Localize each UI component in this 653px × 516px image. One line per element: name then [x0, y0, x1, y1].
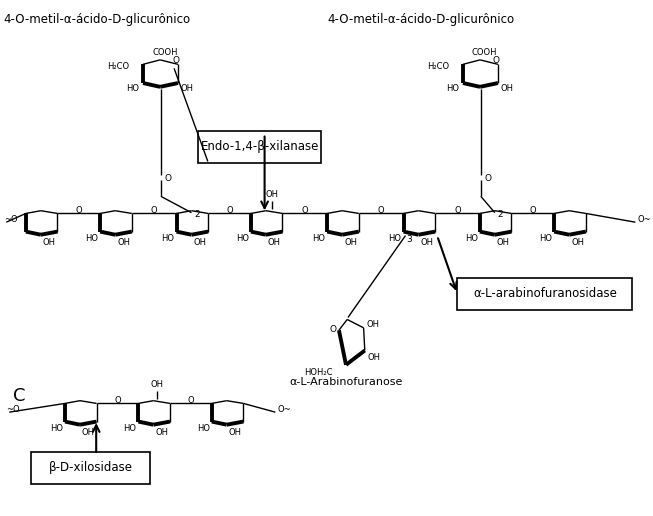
Text: 4-O-metil-α-ácido-D-glicurônico: 4-O-metil-α-ácido-D-glicurônico: [327, 13, 515, 26]
Text: O: O: [172, 56, 180, 65]
Text: OH: OH: [151, 380, 164, 389]
Text: 3: 3: [406, 235, 412, 244]
Text: HO: HO: [465, 234, 478, 243]
FancyBboxPatch shape: [198, 131, 321, 163]
Text: OH: OH: [193, 238, 206, 247]
Text: COOH: COOH: [472, 49, 498, 57]
FancyBboxPatch shape: [31, 452, 150, 484]
Text: OH: OH: [501, 84, 514, 92]
FancyBboxPatch shape: [457, 278, 633, 310]
Text: Endo-1,4-β-xilanase: Endo-1,4-β-xilanase: [200, 140, 319, 153]
Text: HO: HO: [446, 85, 459, 93]
Text: OH: OH: [117, 238, 130, 247]
Text: HOH₂C: HOH₂C: [304, 368, 332, 377]
Text: ~O: ~O: [7, 405, 20, 414]
Text: OH: OH: [181, 84, 194, 92]
Text: HO: HO: [389, 234, 402, 243]
Text: OH: OH: [265, 190, 278, 199]
Text: H₂CO: H₂CO: [107, 62, 129, 71]
Text: HO: HO: [126, 85, 139, 93]
Text: O: O: [329, 325, 336, 334]
Text: OH: OH: [268, 238, 281, 247]
Text: O: O: [151, 206, 157, 215]
Text: OH: OH: [368, 353, 381, 362]
Text: HO: HO: [50, 424, 63, 433]
Text: HO: HO: [123, 424, 136, 433]
Text: OH: OH: [43, 238, 56, 247]
Text: O: O: [454, 206, 461, 215]
Text: C: C: [13, 388, 25, 405]
Text: O~: O~: [637, 215, 651, 224]
Text: O: O: [165, 174, 172, 183]
Text: OH: OH: [497, 238, 510, 247]
Text: OH: OH: [421, 238, 434, 247]
Text: O: O: [114, 396, 121, 405]
Text: O: O: [492, 56, 500, 65]
Text: O~: O~: [278, 405, 291, 414]
Text: OH: OH: [82, 428, 95, 437]
Text: HO: HO: [312, 234, 325, 243]
Text: OH: OH: [571, 238, 584, 247]
Text: O: O: [302, 206, 308, 215]
Text: α-L-arabinofuranosidase: α-L-arabinofuranosidase: [473, 287, 617, 300]
Text: OH: OH: [366, 320, 379, 329]
Text: 2: 2: [195, 210, 200, 219]
Text: OH: OH: [229, 428, 242, 437]
Text: H₂CO: H₂CO: [427, 62, 449, 71]
Text: 4-O-metil-α-ácido-D-glicurônico: 4-O-metil-α-ácido-D-glicurônico: [3, 13, 191, 26]
Text: O: O: [378, 206, 385, 215]
Text: O: O: [226, 206, 233, 215]
Text: HO: HO: [197, 424, 210, 433]
Text: β-D-xilosidase: β-D-xilosidase: [48, 461, 133, 474]
Text: O: O: [530, 206, 536, 215]
Text: HO: HO: [86, 234, 98, 243]
Text: 2: 2: [498, 210, 503, 219]
Text: HO: HO: [539, 234, 552, 243]
Text: OH: OH: [344, 238, 357, 247]
Text: ~O: ~O: [5, 215, 18, 224]
Text: HO: HO: [236, 234, 249, 243]
Text: O: O: [187, 396, 194, 405]
Text: HO: HO: [161, 234, 174, 243]
Text: COOH: COOH: [152, 49, 178, 57]
Text: O: O: [76, 206, 82, 215]
Text: OH: OH: [155, 428, 168, 437]
Text: O: O: [485, 174, 492, 183]
Text: α-L-Arabinofuranose: α-L-Arabinofuranose: [289, 377, 402, 388]
